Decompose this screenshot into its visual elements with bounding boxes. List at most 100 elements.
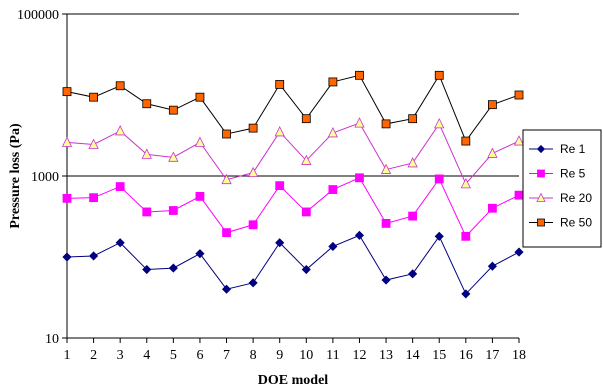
data-point-2-6 [221, 173, 232, 185]
legend-marker-1 [537, 169, 545, 178]
x-tick-label-1: 2 [90, 348, 97, 363]
x-tick-label-8: 9 [276, 348, 283, 363]
x-axis-title: DOE model [258, 373, 329, 388]
data-point-0-17 [514, 247, 524, 257]
data-point-1-12 [381, 218, 391, 228]
data-point-1-11 [355, 173, 364, 183]
data-point-1-9 [301, 207, 311, 217]
series-0 [62, 230, 524, 299]
x-tick-label-13: 14 [406, 348, 420, 363]
data-point-1-7 [248, 220, 258, 230]
data-point-1-16 [488, 203, 497, 213]
y-axis-title: Pressure loss (Pa) [8, 123, 23, 229]
data-point-3-5 [195, 92, 205, 102]
series-line-3 [66, 74, 520, 143]
data-point-2-7 [247, 166, 259, 178]
data-point-2-9 [301, 154, 312, 165]
legend-marker-2 [536, 192, 546, 202]
legend-label-3: Re 50 [560, 216, 592, 230]
data-point-1-10 [328, 185, 338, 194]
x-tick-label-15: 16 [459, 348, 473, 363]
data-point-3-2 [115, 81, 125, 91]
data-point-3-11 [355, 70, 364, 80]
data-point-0-13 [408, 269, 418, 279]
x-tick-label-0: 1 [64, 348, 71, 363]
data-point-0-16 [487, 261, 497, 271]
series-1 [62, 173, 524, 241]
data-point-3-16 [488, 100, 497, 110]
x-tick-label-9: 10 [299, 348, 313, 363]
data-point-3-0 [62, 87, 72, 97]
series-line-2 [66, 122, 520, 185]
data-point-2-10 [327, 127, 339, 138]
x-tick-label-12: 13 [379, 348, 393, 363]
data-point-0-15 [461, 289, 471, 299]
data-point-0-9 [301, 264, 311, 275]
data-point-2-13 [407, 157, 418, 168]
legend: Re 1 Re 5 Re 20 Re 50 [522, 129, 602, 248]
x-tick-label-10: 11 [326, 348, 339, 363]
data-point-1-3 [142, 207, 152, 217]
x-tick-label-5: 6 [196, 348, 203, 363]
data-point-2-12 [380, 163, 392, 174]
data-point-1-6 [222, 228, 231, 238]
data-point-2-8 [274, 126, 285, 137]
data-point-3-10 [328, 77, 338, 87]
data-point-3-12 [381, 119, 391, 129]
x-tick-label-17: 18 [512, 348, 526, 363]
data-point-0-7 [248, 278, 258, 288]
x-tick-label-7: 8 [250, 348, 257, 363]
data-point-1-1 [89, 193, 98, 203]
axes [62, 13, 520, 343]
grid-lines [67, 13, 519, 339]
data-point-3-1 [89, 92, 98, 102]
data-point-3-15 [461, 136, 471, 146]
data-point-1-17 [514, 190, 524, 200]
series-group [61, 70, 525, 299]
data-point-3-9 [301, 114, 311, 124]
data-point-2-16 [487, 147, 498, 158]
data-point-2-2 [115, 125, 126, 136]
data-point-1-15 [461, 231, 471, 241]
x-tick-label-4: 5 [170, 348, 177, 363]
legend-label-2: Re 20 [560, 191, 592, 205]
y-tick-labels: 10 1000 100000 [17, 8, 59, 347]
y-tick-label-0: 10 [45, 332, 59, 347]
data-point-2-3 [141, 148, 152, 159]
data-point-3-4 [168, 105, 178, 115]
legend-marker-0 [536, 144, 546, 154]
legend-label-1: Re 5 [560, 167, 586, 181]
x-tick-label-2: 3 [117, 348, 124, 363]
data-point-0-14 [434, 231, 444, 241]
data-point-0-1 [89, 251, 99, 261]
x-tick-labels: 1 2 3 4 5 6 7 8 9 10 11 12 13 14 15 16 17 18 [64, 348, 527, 363]
data-point-3-17 [514, 90, 524, 100]
data-point-0-8 [275, 238, 285, 248]
data-point-1-13 [408, 211, 418, 221]
data-point-1-8 [275, 181, 285, 191]
data-point-3-6 [222, 129, 231, 139]
data-point-0-4 [168, 263, 178, 273]
data-point-0-5 [195, 249, 205, 259]
data-point-0-10 [328, 241, 338, 252]
x-tick-label-16: 17 [485, 348, 499, 363]
data-point-2-4 [168, 151, 179, 162]
y-tick-label-1: 1000 [31, 170, 59, 185]
data-point-1-2 [115, 182, 125, 191]
x-tick-label-14: 15 [432, 348, 446, 363]
data-point-1-4 [168, 206, 178, 215]
data-point-2-0 [61, 136, 73, 147]
x-tick-label-3: 4 [143, 348, 150, 363]
data-point-2-15 [460, 177, 471, 189]
data-point-3-3 [142, 99, 152, 109]
series-line-0 [66, 234, 520, 295]
data-point-0-3 [142, 264, 152, 275]
y-tick-label-2: 100000 [17, 8, 59, 23]
series-line-1 [66, 177, 520, 238]
data-point-1-0 [62, 193, 72, 203]
data-point-2-5 [194, 136, 206, 147]
data-point-2-14 [434, 117, 445, 129]
x-tick-label-11: 12 [352, 348, 366, 363]
data-point-1-14 [434, 174, 444, 184]
data-point-0-12 [381, 275, 391, 285]
